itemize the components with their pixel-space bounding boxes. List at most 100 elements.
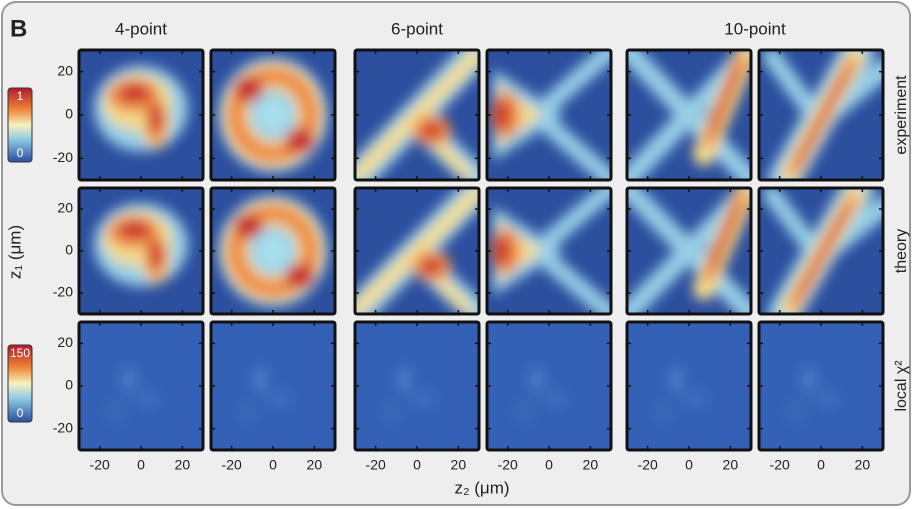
x-tick-label: -20: [498, 457, 518, 473]
heatmap: [627, 188, 751, 314]
heatmap-feature: [762, 50, 824, 125]
heatmap-feature: [410, 391, 436, 407]
heatmap-feature: [382, 401, 403, 422]
y-tick-label: 20: [57, 62, 73, 78]
heatmap-field: [627, 50, 751, 180]
heatmap-field: [490, 188, 611, 314]
heatmap-feature: [253, 366, 269, 393]
heatmap-bg: [79, 322, 203, 450]
heatmap: [211, 322, 335, 450]
heatmap: [355, 50, 479, 180]
heatmap-feature: [355, 188, 479, 314]
x-tick-label: -20: [366, 457, 386, 473]
heatmap-field: [355, 188, 479, 314]
x-tick-label: 20: [451, 457, 467, 473]
x-tick-label: 20: [723, 457, 739, 473]
heatmap-bg: [759, 322, 883, 450]
heatmap-field: [762, 50, 883, 180]
heatmap-field: [514, 366, 568, 422]
heatmap-feature: [355, 50, 479, 180]
x-tick-label: -20: [90, 457, 110, 473]
heatmap-feature: [529, 366, 545, 393]
x-tick-label: -20: [638, 457, 658, 473]
heatmap-feature: [708, 203, 740, 270]
heatmap: [355, 322, 479, 450]
heatmap-feature: [227, 204, 319, 298]
colorbar: 1 0 150 0: [7, 87, 33, 423]
heatmap-feature: [654, 401, 675, 422]
column-title: 6-point: [391, 19, 443, 38]
heatmap-bg: [211, 322, 335, 450]
heatmap-feature: [285, 263, 316, 289]
heatmap: [79, 188, 203, 314]
colorbar-max: 1: [17, 89, 24, 103]
x-tick-label: 20: [583, 457, 599, 473]
heatmap-field: [238, 366, 292, 422]
heatmap-feature: [494, 235, 510, 267]
heatmap-field: [355, 50, 479, 180]
heatmap-field: [93, 65, 189, 152]
y-tick-label: 20: [57, 334, 73, 350]
heatmap-feature: [118, 83, 151, 102]
y-tick-label: 0: [65, 106, 73, 122]
heatmap-feature: [527, 105, 611, 180]
heatmap-field: [106, 366, 160, 422]
heatmap: [759, 188, 883, 314]
heatmap-feature: [796, 208, 849, 298]
heatmap: [79, 50, 203, 180]
heatmap-feature: [527, 188, 611, 260]
heatmap-field: [218, 57, 328, 173]
heatmap-feature: [134, 391, 160, 407]
colorbar-bar: [7, 87, 33, 163]
x-tick-label: 0: [269, 457, 277, 473]
x-tick-label: -20: [770, 457, 790, 473]
colorbar-bar: [7, 344, 33, 423]
heatmap: [211, 50, 335, 180]
heatmap-feature: [149, 239, 163, 268]
heatmap-feature: [121, 366, 137, 393]
y-tick-label: -20: [53, 284, 73, 300]
heatmap-field: [654, 366, 708, 422]
colorbar-max: 150: [10, 346, 30, 360]
heatmap-feature: [786, 401, 807, 422]
x-tick-label: 20: [307, 457, 323, 473]
heatmap-bg: [355, 322, 479, 450]
x-tick-label: 20: [855, 457, 871, 473]
heatmap-feature: [527, 50, 611, 125]
heatmap: [211, 188, 335, 314]
y-tick-label: -20: [53, 419, 73, 435]
heatmap-feature: [233, 213, 264, 239]
heatmap: [759, 322, 883, 450]
heatmap: [487, 188, 611, 314]
colorbar-min: 0: [17, 146, 24, 160]
panel-label: B: [10, 15, 27, 42]
x-tick-label: 0: [685, 457, 693, 473]
heatmap-bg: [627, 322, 751, 450]
x-tick-label: 0: [413, 457, 421, 473]
heatmap-feature: [233, 76, 264, 102]
heatmap-field: [382, 366, 436, 422]
heatmap-feature: [514, 401, 535, 422]
heatmap-feature: [542, 391, 568, 407]
heatmap: [487, 50, 611, 180]
heatmap-feature: [421, 122, 442, 139]
heatmap-feature: [708, 66, 740, 134]
row-label: local χ²: [893, 360, 910, 412]
heatmap-feature: [796, 70, 849, 164]
colorbar-min: 0: [17, 406, 24, 420]
heatmap-field: [762, 188, 883, 314]
y-tick-label: -20: [53, 149, 73, 165]
x-tick-label: 0: [817, 457, 825, 473]
heatmap: [487, 322, 611, 450]
heatmap-field: [786, 366, 840, 422]
heatmap-bg: [487, 322, 611, 450]
heatmap: [627, 322, 751, 450]
heatmap: [355, 188, 479, 314]
x-tick-label: 20: [175, 457, 191, 473]
heatmap-feature: [814, 391, 840, 407]
heatmap-feature: [397, 366, 413, 393]
heatmap-feature: [258, 99, 288, 131]
heatmap-feature: [149, 103, 163, 132]
y-tick-label: 0: [65, 377, 73, 393]
